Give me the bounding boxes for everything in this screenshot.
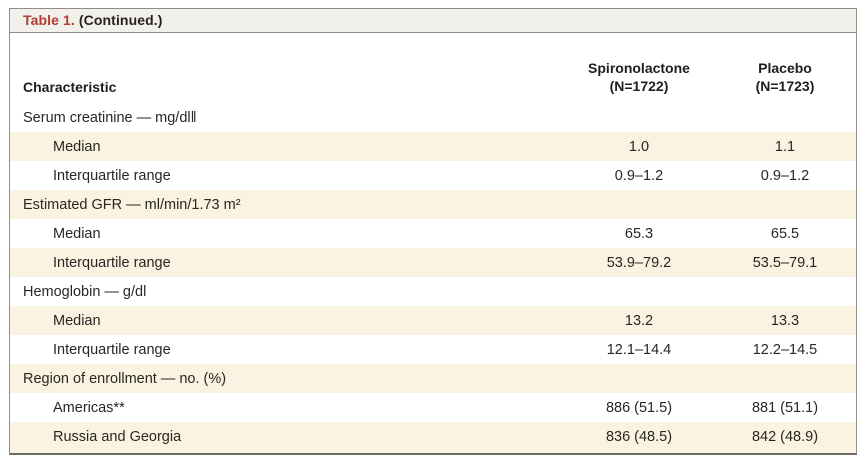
characteristic-cell: Serum creatinine — mg/dl‖ xyxy=(23,109,197,126)
placebo-value-cell: 65.5 xyxy=(770,225,800,242)
column-header-placebo: Placebo (N=1723) xyxy=(714,33,856,103)
placebo-n: (N=1723) xyxy=(755,77,815,94)
placebo-value-cell xyxy=(714,190,856,219)
spironolactone-value-cell: 1.0 xyxy=(564,132,714,161)
table-row: Hemoglobin — g/dl xyxy=(10,277,856,306)
placebo-name: Placebo xyxy=(758,59,812,76)
column-header-spironolactone: Spironolactone (N=1722) xyxy=(564,33,714,103)
placebo-value-cell: 1.1 xyxy=(714,132,856,161)
spironolactone-value-cell: 0.9–1.2 xyxy=(614,167,664,184)
characteristic-cell: Interquartile range xyxy=(10,248,564,277)
spironolactone-value-cell: 886 (51.5) xyxy=(605,399,673,416)
placebo-value-cell: 881 (51.1) xyxy=(751,399,819,416)
characteristic-cell: Median xyxy=(10,132,564,161)
spironolactone-value-cell xyxy=(564,190,714,219)
characteristic-cell: Median xyxy=(10,306,564,335)
table-row: Russia and Georgia 836 (48.5) 842 (48.9) xyxy=(10,422,856,453)
spironolactone-name: Spironolactone xyxy=(588,59,690,76)
table-title-bar: Table 1. (Continued.) xyxy=(10,9,856,33)
characteristic-cell: Interquartile range xyxy=(53,167,171,184)
spironolactone-value-cell: 65.3 xyxy=(624,225,654,242)
table-number-label: Table 1. xyxy=(23,12,75,28)
placebo-value-cell: 842 (48.9) xyxy=(714,422,856,453)
characteristics-table: Characteristic Spironolactone (N=1722) P… xyxy=(10,33,856,453)
table-row: Region of enrollment — no. (%) xyxy=(10,364,856,393)
table-row: Interquartile range 0.9–1.2 0.9–1.2 xyxy=(10,161,856,190)
table-row: Median 65.3 65.5 xyxy=(10,219,856,248)
table-row: Interquartile range 53.9–79.2 53.5–79.1 xyxy=(10,248,856,277)
spironolactone-value-cell: 836 (48.5) xyxy=(564,422,714,453)
characteristic-cell: Russia and Georgia xyxy=(10,422,564,453)
spironolactone-n: (N=1722) xyxy=(609,77,669,94)
placebo-value-cell: 53.5–79.1 xyxy=(714,248,856,277)
characteristic-cell: Americas** xyxy=(53,399,125,416)
spironolactone-value-cell xyxy=(564,103,714,132)
table-card: Table 1. (Continued.) Characteristic Spir… xyxy=(9,8,857,455)
table-continued-label: (Continued.) xyxy=(78,12,163,28)
table-row: Serum creatinine — mg/dl‖ xyxy=(10,103,856,132)
table-row: Median 13.2 13.3 xyxy=(10,306,856,335)
placebo-value-cell xyxy=(714,364,856,393)
column-header-characteristic: Characteristic xyxy=(10,33,564,103)
table-row: Median 1.0 1.1 xyxy=(10,132,856,161)
characteristic-cell: Interquartile range xyxy=(53,341,171,358)
placebo-value-cell xyxy=(714,277,856,306)
placebo-value-cell: 12.2–14.5 xyxy=(752,341,818,358)
placebo-value-cell: 13.3 xyxy=(714,306,856,335)
characteristic-cell: Estimated GFR — ml/min/1.73 m² xyxy=(10,190,564,219)
characteristic-cell: Hemoglobin — g/dl xyxy=(23,283,147,300)
column-header-row: Characteristic Spironolactone (N=1722) P… xyxy=(10,33,856,103)
spironolactone-value-cell xyxy=(564,277,714,306)
table-row: Estimated GFR — ml/min/1.73 m² xyxy=(10,190,856,219)
spironolactone-value-cell: 13.2 xyxy=(564,306,714,335)
table-row: Americas** 886 (51.5) 881 (51.1) xyxy=(10,393,856,422)
characteristic-cell: Region of enrollment — no. (%) xyxy=(10,364,564,393)
placebo-value-cell xyxy=(714,103,856,132)
placebo-value-cell: 0.9–1.2 xyxy=(760,167,810,184)
spironolactone-value-cell: 53.9–79.2 xyxy=(564,248,714,277)
characteristic-cell: Median xyxy=(53,225,101,242)
table-row: Interquartile range 12.1–14.4 12.2–14.5 xyxy=(10,335,856,364)
spironolactone-value-cell: 12.1–14.4 xyxy=(606,341,672,358)
spironolactone-value-cell xyxy=(564,364,714,393)
